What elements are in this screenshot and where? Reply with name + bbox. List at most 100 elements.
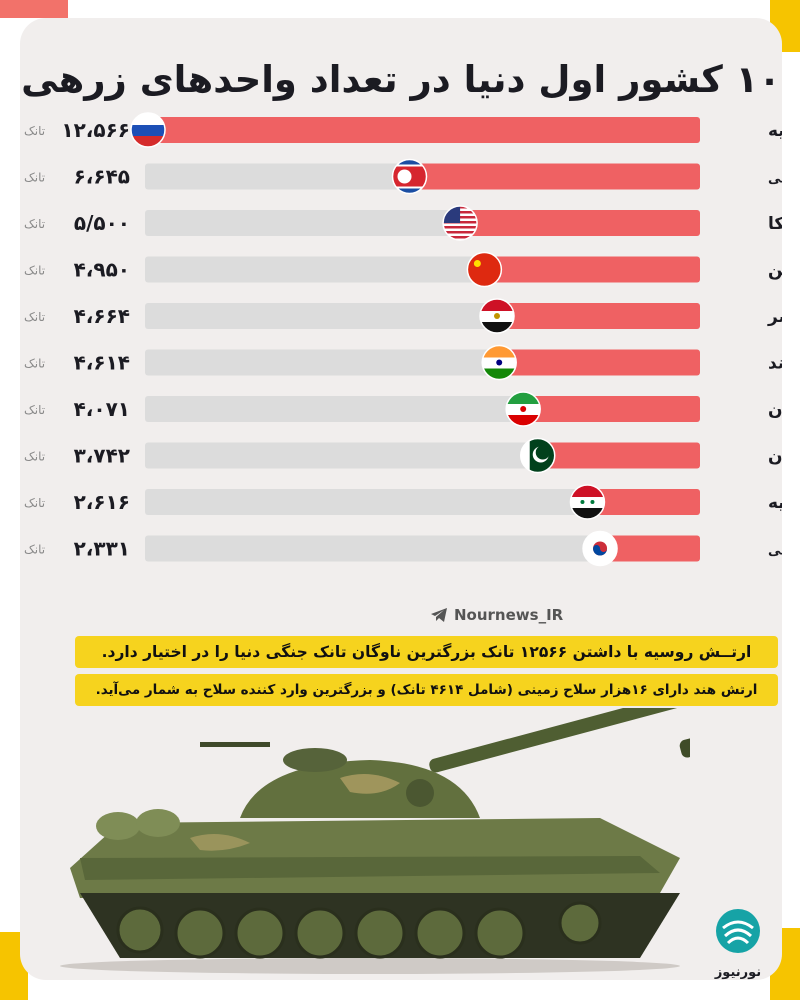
value-label: ۲،۳۳۱	[74, 537, 130, 561]
corner-accent-top-left	[0, 0, 68, 18]
flag-part	[580, 500, 585, 504]
flag-part	[494, 313, 501, 319]
bar	[481, 256, 700, 283]
bar	[520, 396, 700, 422]
unit-label: تانک	[24, 450, 45, 464]
category-label: آمریکا	[768, 212, 782, 234]
unit-label: تانک	[24, 310, 45, 324]
flag-border	[569, 484, 606, 520]
flag-part	[397, 169, 412, 184]
unit-label: تانک	[24, 496, 45, 510]
flag-part	[443, 231, 478, 234]
flag-group	[479, 298, 515, 334]
flag-part	[570, 497, 605, 508]
flag-group	[130, 112, 166, 148]
flag-part	[443, 226, 478, 229]
flag-part	[131, 113, 165, 125]
bar-row: کره شمالی ۶،۶۴۵ تانک	[24, 158, 782, 195]
flag-part	[520, 406, 527, 412]
bar-track	[145, 535, 700, 562]
flag-border	[519, 437, 556, 474]
pakistan-flag-icon	[520, 438, 555, 473]
flag-part	[506, 415, 541, 426]
category-label: روسیه	[768, 121, 782, 141]
value-label: ۴،۹۵۰	[74, 258, 130, 282]
note-russia: ارتــش روسیه با داشتن ۱۲۵۶۶ تانک بزرگتری…	[75, 636, 778, 668]
flag-group	[582, 530, 618, 567]
category-label: چین	[768, 261, 782, 281]
value-label: ۶،۶۴۵	[74, 165, 130, 189]
flag-part	[480, 322, 515, 333]
category-label: کره جنوبی	[768, 544, 782, 559]
flag-border	[481, 344, 517, 381]
flag-border	[582, 530, 618, 567]
flag-border	[466, 251, 503, 288]
flag-part	[570, 508, 605, 519]
flag-border	[505, 391, 541, 427]
category-label: ایران	[768, 400, 782, 420]
value-label: ۲،۶۱۶	[74, 490, 130, 514]
flag-part	[480, 299, 515, 311]
bar	[145, 117, 700, 143]
telegram-icon	[431, 608, 447, 622]
bar-row: روسیه ۱۲،۵۶۶ تانک	[24, 112, 782, 148]
flag-part	[590, 500, 595, 504]
category-label: کره شمالی	[768, 172, 782, 187]
bar-chart: روسیه ۱۲،۵۶۶ تانک کره شمالی ۶،۶۴۵ تانک آمریکا ۵…	[24, 112, 782, 567]
value-label: ۵/۵۰۰	[74, 211, 130, 235]
flag-part	[443, 223, 478, 226]
flag-part	[443, 233, 478, 236]
bar-row: ایران ۴،۰۷۱ تانک	[24, 391, 782, 427]
south-korea-flag-icon	[583, 531, 618, 566]
category-label: پاکستان	[768, 447, 782, 467]
bar-row: پاکستان ۳،۷۴۲ تانک	[24, 437, 782, 474]
logo-wordmark: نورنیوز	[714, 965, 762, 980]
unit-label: تانک	[24, 543, 45, 557]
flag-part	[593, 545, 608, 556]
flag-part	[520, 438, 530, 473]
flag-part	[443, 228, 478, 231]
flag-part	[482, 368, 517, 380]
nournews-logo-mark	[716, 909, 760, 953]
bar-row: آمریکا ۵/۵۰۰ تانک	[24, 205, 782, 241]
category-label: سوریه	[768, 493, 782, 513]
value-label: ۳،۷۴۲	[74, 444, 130, 468]
category-label: هند	[768, 354, 782, 374]
bar	[496, 349, 700, 376]
bar-row: کره جنوبی ۲،۳۳۱ تانک	[24, 530, 782, 567]
flag-part	[506, 392, 541, 404]
tank-illustration	[60, 708, 690, 974]
unit-label: تانک	[24, 124, 45, 138]
logo-subtitle: nournews	[705, 979, 771, 981]
bar-track	[145, 489, 700, 515]
flag-part	[131, 125, 165, 136]
flag-part	[496, 359, 503, 366]
nournews-logo: نورنیوز nournews	[705, 908, 771, 980]
china-flag-icon	[467, 252, 502, 287]
bar-row: چین ۴،۹۵۰ تانک	[24, 251, 782, 288]
flag-part	[131, 136, 165, 147]
flag-border	[391, 158, 428, 195]
flag-part	[473, 260, 481, 267]
flag-border	[130, 112, 166, 148]
bar	[584, 489, 700, 515]
flag-part	[443, 236, 478, 239]
north-korea-flag-icon	[392, 159, 427, 194]
flag-group	[391, 158, 428, 195]
chart-title: ۱۰ کشور اول دنیا در تعداد واحدهای زرهی	[21, 58, 781, 101]
flag-group	[569, 484, 606, 520]
source-credit: Nournews_IR	[430, 604, 570, 626]
value-label: ۴،۰۷۱	[74, 397, 130, 421]
flag-part	[535, 445, 550, 460]
unit-label: تانک	[24, 217, 45, 231]
unit-label: تانک	[24, 171, 45, 185]
value-label: ۴،۶۶۴	[74, 304, 130, 328]
flag-group	[442, 205, 478, 241]
flag-group	[466, 251, 503, 288]
value-label: ۱۲،۵۶۶	[61, 118, 130, 142]
bar	[534, 442, 700, 469]
category-label: مصر	[767, 307, 782, 327]
flag-part	[570, 485, 605, 497]
flag-border	[442, 205, 478, 241]
value-label: ۴،۶۱۴	[74, 351, 130, 375]
